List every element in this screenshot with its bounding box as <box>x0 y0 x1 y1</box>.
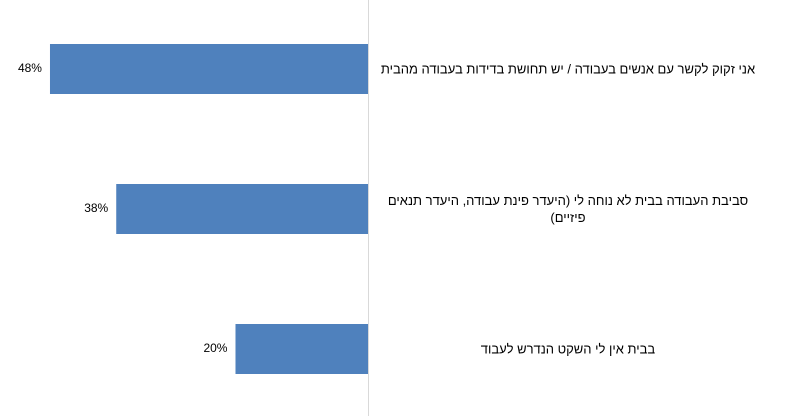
category-label: סביבת העבודה בבית לא נוחה לי (היעדר פינת… <box>387 193 749 225</box>
value-label: 20% <box>203 341 227 355</box>
value-label: 48% <box>18 61 42 75</box>
category-label: בבית אין לי השקט הנדרש לעבוד <box>480 341 656 357</box>
bar <box>235 324 368 374</box>
category-label: אני זקוק לקשר עם אנשים בעבודה / יש תחושת… <box>380 61 756 77</box>
bar <box>49 44 368 94</box>
bar <box>116 184 368 234</box>
value-label: 38% <box>84 201 108 215</box>
